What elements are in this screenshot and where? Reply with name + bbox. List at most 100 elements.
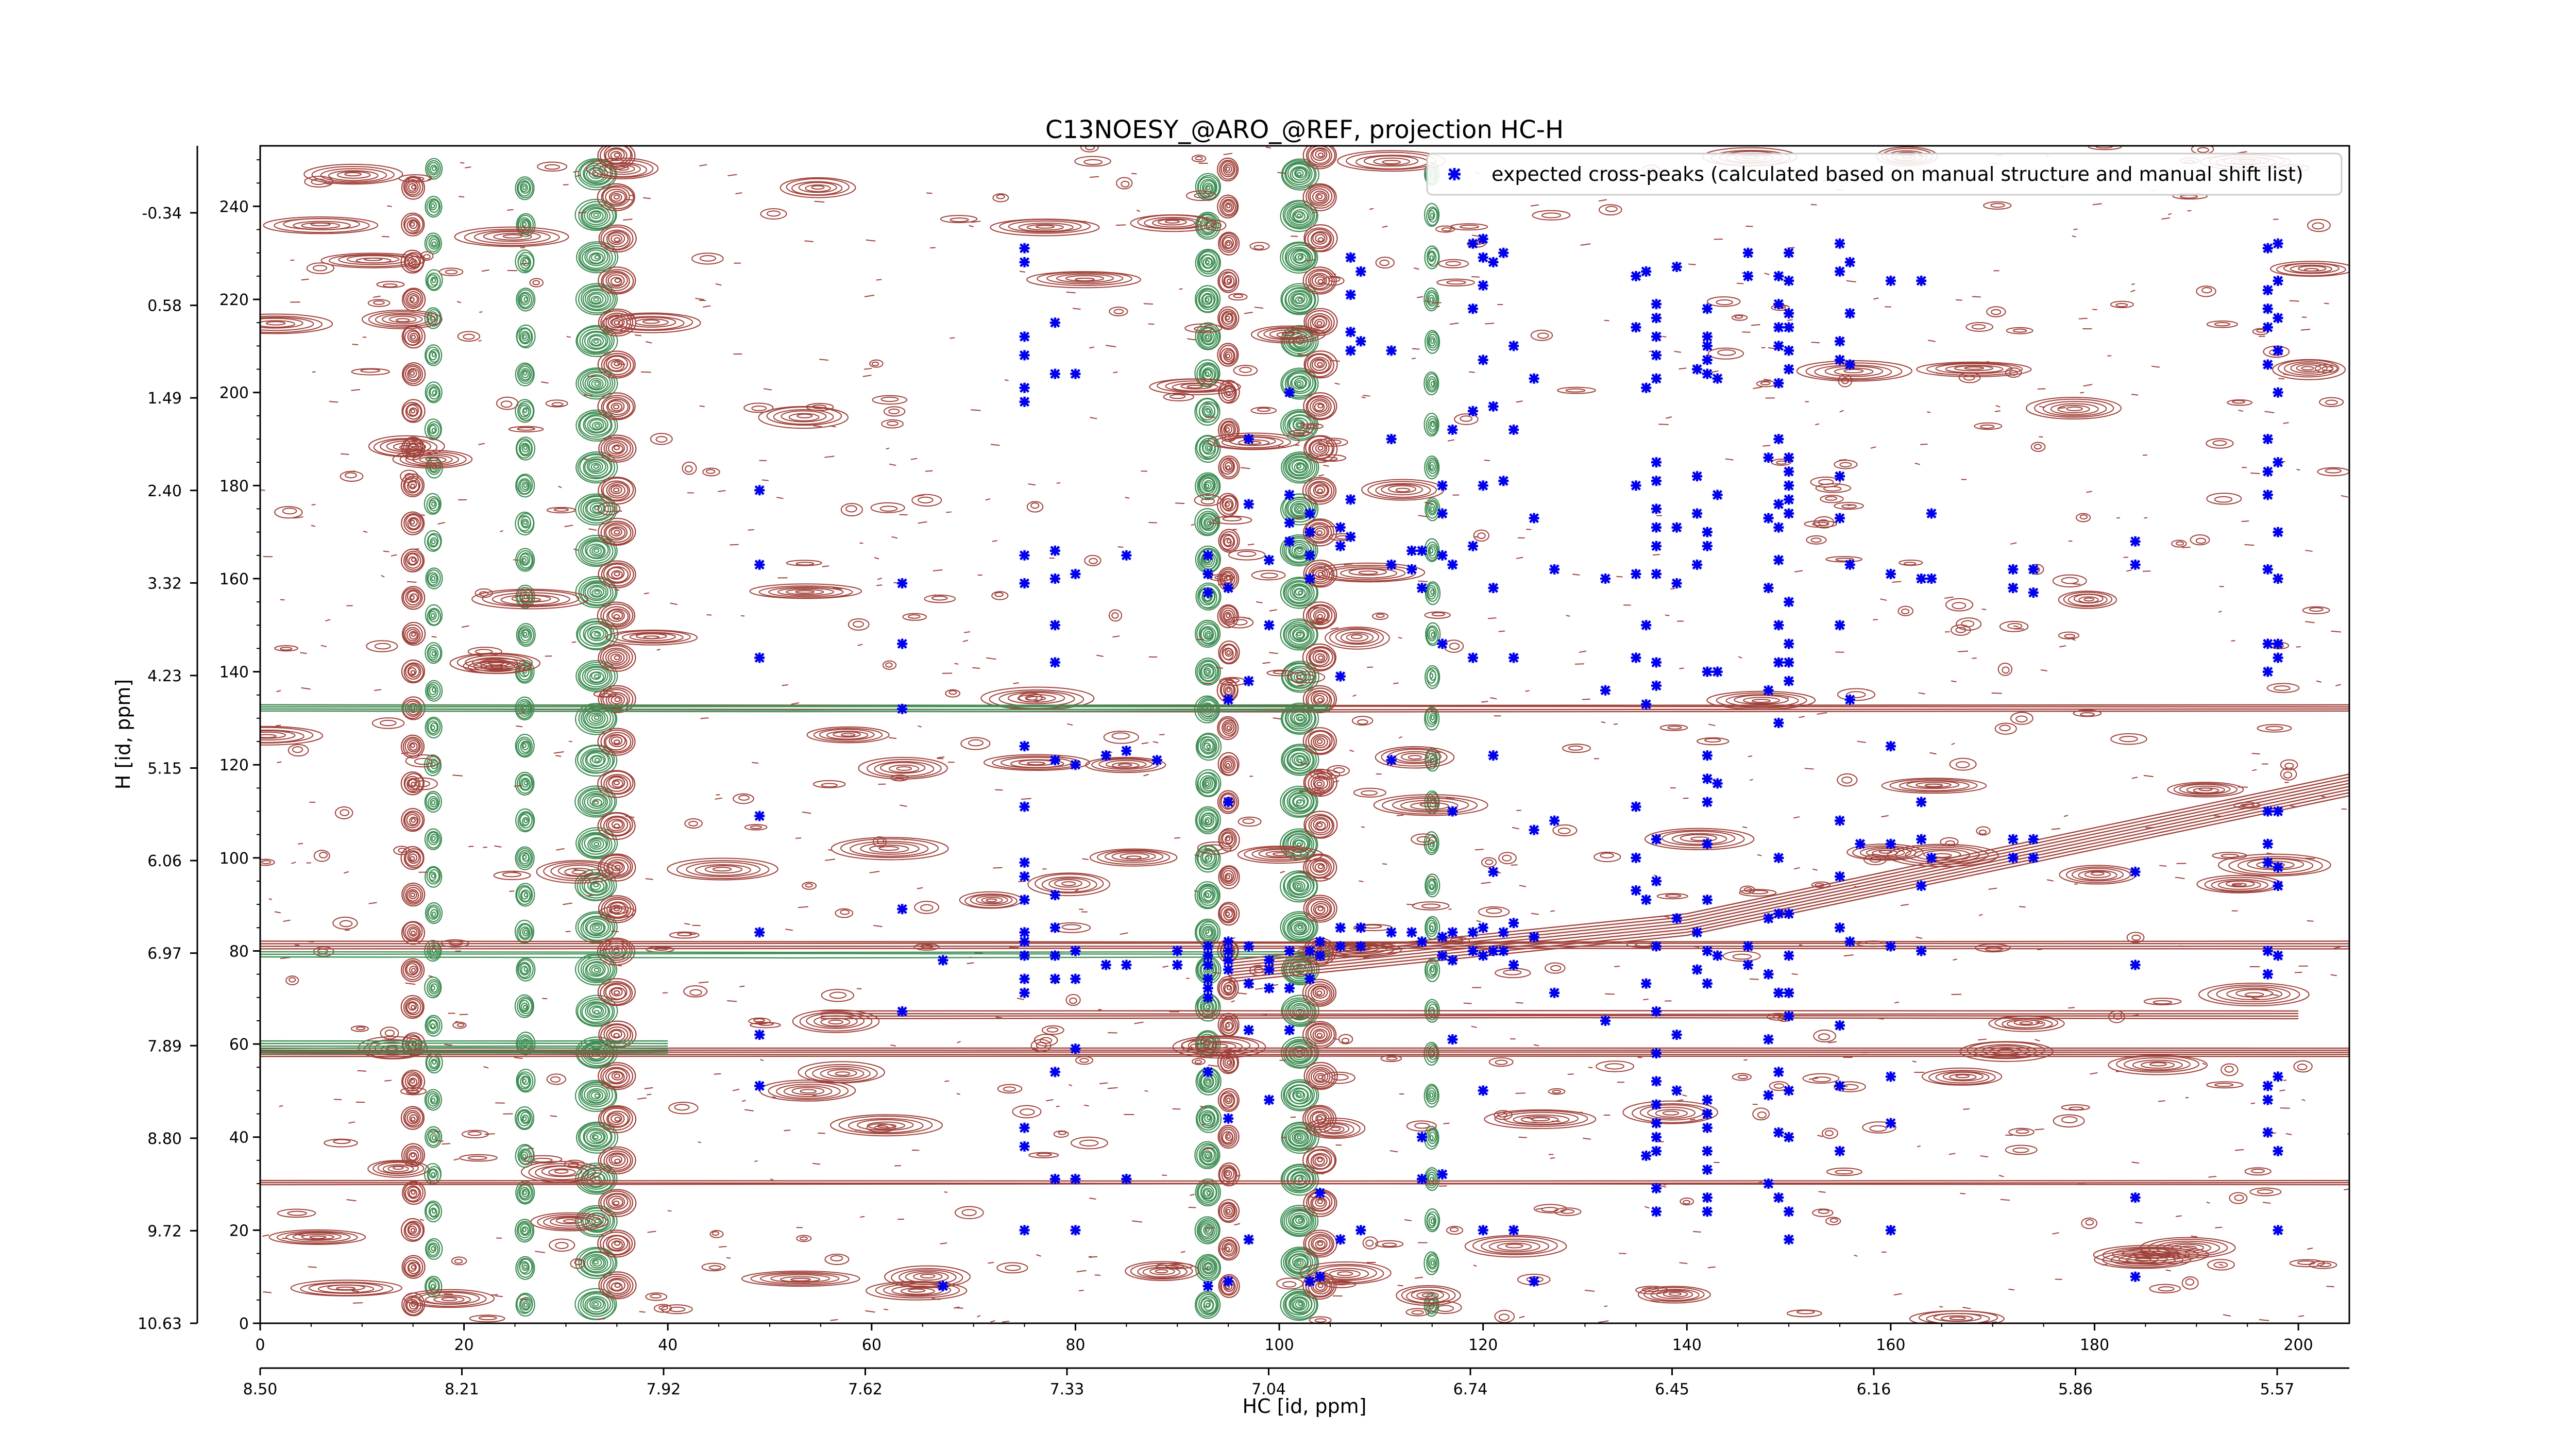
cross-peak-marker (1406, 927, 1417, 938)
contour-peak (537, 161, 568, 172)
contour-peak (425, 344, 443, 366)
cross-peak-marker (1784, 950, 1794, 961)
contour-peak (1065, 994, 1081, 1006)
cross-peak-marker (1773, 852, 1784, 863)
cross-peak-marker (1416, 583, 1427, 594)
cross-peak-marker (1264, 964, 1275, 975)
cross-peak-marker (1692, 927, 1703, 938)
contour-peak (1195, 658, 1221, 686)
contour-peak (361, 309, 443, 329)
cross-peak-marker (1773, 908, 1784, 919)
contour-peak (402, 362, 426, 386)
contour-peak (1373, 794, 1488, 816)
contour-streak (260, 951, 1330, 959)
y-tick-label: 20 (229, 1222, 249, 1240)
contour-peak (1965, 322, 1993, 332)
contour-peak (873, 836, 887, 848)
contour-peak (2058, 591, 2117, 609)
contour-streak (820, 1010, 2299, 1020)
contour-peak (1484, 1109, 1597, 1130)
contour-peak (1109, 306, 1128, 316)
contour-peak (2293, 1060, 2313, 1073)
contour-peak (306, 262, 335, 274)
cross-peak-marker (1549, 564, 1560, 575)
cross-peak-marker (1702, 1206, 1713, 1217)
contour-peak (1195, 248, 1221, 277)
contour-peak (758, 406, 849, 429)
cross-peak-marker (2262, 1081, 2273, 1091)
contour-peak (461, 1130, 489, 1139)
cross-peak-marker (1121, 550, 1132, 561)
contour-peak (515, 474, 535, 498)
cross-peak-marker (2273, 1071, 2283, 1082)
contour-peak (2005, 367, 2022, 378)
cross-peak-marker (1315, 1188, 1326, 1199)
cross-peak-marker (1386, 927, 1397, 938)
contour-peak (1380, 1055, 1402, 1063)
legend-label: expected cross-peaks (calculated based o… (1492, 163, 2303, 186)
contour-peak (463, 658, 532, 675)
cross-peak-marker (2262, 433, 2273, 444)
cross-peak-marker (1049, 657, 1060, 668)
contour-peak (575, 493, 618, 526)
cross-peak-marker (1019, 1122, 1030, 1133)
contour-peak (1250, 325, 1326, 344)
cross-peak-marker (1202, 983, 1213, 993)
contour-peak (1303, 1229, 1337, 1258)
contour-peak (303, 163, 403, 185)
contour-peak (320, 252, 426, 268)
contour-peak (667, 857, 778, 881)
cross-peak-marker (2273, 638, 2283, 649)
cross-peak-marker (1121, 959, 1132, 970)
contour-peak (1281, 1036, 1319, 1069)
contour-peak (424, 1089, 442, 1111)
contour-peak (598, 434, 637, 463)
contour-peak (420, 251, 434, 261)
cross-peak-marker (1345, 531, 1356, 542)
cross-peak-marker (1916, 946, 1927, 956)
cross-peak-marker (1916, 834, 1927, 845)
contour-peak (1532, 210, 1571, 221)
cross-peak-marker (2262, 304, 2273, 314)
contour-peak (1302, 183, 1337, 212)
cross-peak-marker (1784, 1206, 1794, 1217)
contour-peak (2272, 359, 2346, 380)
contour-peak (1195, 1178, 1221, 1207)
cross-peak-marker (1202, 941, 1213, 952)
contour-peak (1228, 293, 1248, 301)
cross-peak-marker (1651, 476, 1662, 486)
contour-peak (575, 283, 618, 315)
contour-peak (574, 869, 617, 901)
contour-peak (1739, 889, 1777, 897)
contour-peak (1838, 374, 1853, 387)
contour-peak (1983, 201, 2012, 210)
cross-peak-marker (1631, 852, 1641, 863)
cross-peak-marker (1671, 1085, 1682, 1096)
cross-peak-marker (1651, 1006, 1662, 1017)
contour-peak (586, 157, 659, 180)
contour-peak (424, 232, 442, 255)
contour-peak (1411, 833, 1437, 846)
contour-peak (2266, 683, 2300, 693)
cross-peak-marker (1019, 550, 1030, 561)
cross-peak-marker (1742, 941, 1753, 952)
contour-peak (911, 494, 942, 507)
cross-peak-marker (1070, 1043, 1081, 1054)
x-tick-label: 100 (1264, 1336, 1294, 1354)
cross-peak-marker (1712, 373, 1723, 384)
contour-peak (423, 493, 442, 515)
contour-peak (1425, 665, 1440, 689)
contour-peak (1163, 392, 1194, 401)
cross-peak-marker (2262, 1094, 2273, 1105)
cross-peak-marker (1355, 922, 1366, 933)
y-ppm-tick-label: 7.89 (147, 1037, 182, 1055)
cross-peak-marker (1692, 364, 1703, 375)
cross-peak-marker (1264, 1094, 1275, 1105)
cross-peak-marker (1345, 494, 1356, 505)
cross-peak-marker (1019, 987, 1030, 998)
contour-peak (945, 689, 961, 698)
y-ppm-tick-label: -0.34 (142, 205, 182, 223)
cross-peak-marker (1478, 480, 1488, 491)
contour-peak (400, 469, 419, 483)
contour-peak (598, 476, 636, 505)
